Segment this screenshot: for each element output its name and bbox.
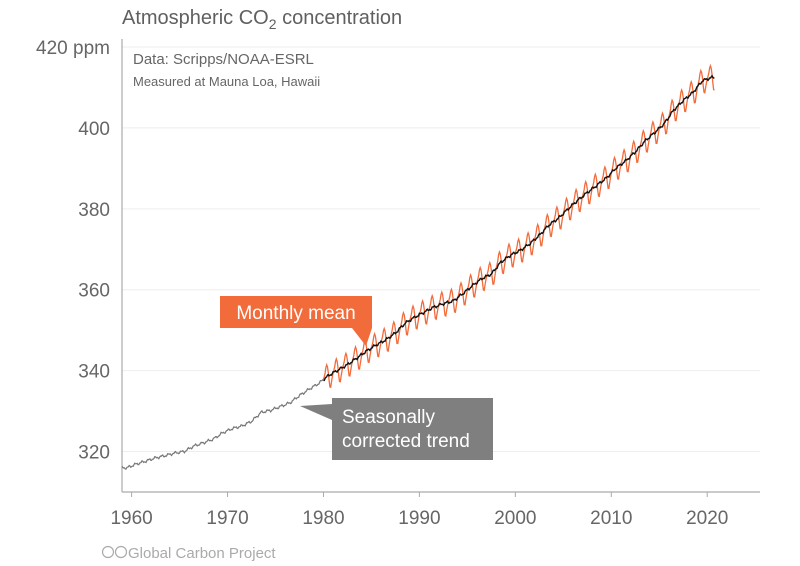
x-tick-label: 1970 [206,508,248,529]
monthly-mean-label-box [220,296,372,346]
trend-label-box [300,398,493,460]
x-tick-label: 1990 [398,508,440,529]
credit-text: Global Carbon Project [128,545,276,562]
x-tick-label: 1980 [302,508,344,529]
monthly-mean-callout: Monthly mean [220,296,372,346]
y-tick-label: 320 [78,443,110,464]
chart-title: Atmospheric CO2 concentration [122,7,402,32]
x-tick-label: 2020 [686,508,728,529]
x-tick-label: 2010 [590,508,632,529]
by-icon [114,545,128,559]
y-tick-label: 400 [78,119,110,140]
trend-line-early [121,378,324,470]
monthly-mean-line [322,63,715,389]
monthly-mean-label: Monthly mean [236,303,355,324]
y-tick-label: 380 [78,200,110,221]
x-tick-label: 1960 [110,508,152,529]
trend-line [323,74,715,382]
y-tick-label: 420 ppm [36,38,110,59]
x-tick-label: 2000 [494,508,536,529]
chart-subtitle: Data: Scripps/NOAA-ESRL [133,51,314,68]
trend-label-line1: Seasonally [342,407,435,428]
chart-note: Measured at Mauna Loa, Hawaii [133,74,320,89]
y-tick-label: 340 [78,362,110,383]
trend-label-line2: corrected trend [342,431,470,452]
footer-credit: Global Carbon Project [101,545,276,562]
y-tick-label: 360 [78,281,110,302]
cc-icon [101,545,115,559]
trend-callout: Seasonally corrected trend [300,398,493,460]
